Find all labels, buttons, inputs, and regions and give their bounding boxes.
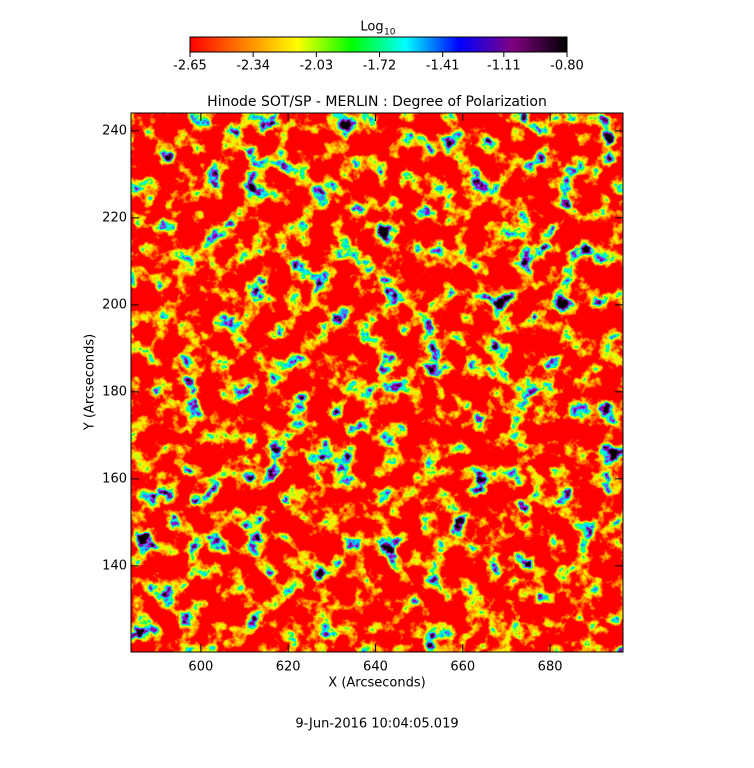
footer: 9-Jun-2016 10:04:05.019 xyxy=(295,717,458,732)
x-tick-label: 680 xyxy=(538,660,563,675)
x-tick-label: 640 xyxy=(363,660,388,675)
colorbar-tick-label: -2.34 xyxy=(236,59,270,74)
x-tick-label: 600 xyxy=(188,660,213,675)
chart-title: Hinode SOT/SP - MERLIN : Degree of Polar… xyxy=(207,94,547,110)
colorbar xyxy=(189,36,568,53)
x-tick-label: 660 xyxy=(450,660,475,675)
colorbar-tick-label: -2.65 xyxy=(173,59,207,74)
y-tick-label: 160 xyxy=(102,471,127,486)
y-tick-label: 180 xyxy=(102,384,127,399)
y-tick-label: 140 xyxy=(102,558,127,573)
plot-frame xyxy=(130,112,624,653)
polarization-map xyxy=(131,113,623,652)
colorbar-tick-label: -2.03 xyxy=(300,59,334,74)
colorbar-tick-label: -1.41 xyxy=(426,59,460,74)
y-tick-label: 200 xyxy=(102,297,127,312)
x-tick-label: 620 xyxy=(276,660,301,675)
y-tick-label: 240 xyxy=(102,123,127,138)
x-axis-label: X (Arcseconds) xyxy=(328,676,425,691)
y-tick-label: 220 xyxy=(102,210,127,225)
colorbar-label-subscript: 10 xyxy=(384,28,396,38)
colorbar-label: Log xyxy=(360,20,383,35)
y-axis-label: Y (Arcseconds) xyxy=(83,334,98,431)
field-image xyxy=(131,113,623,652)
colorbar-tick-label: -1.11 xyxy=(487,59,521,74)
colorbar-tick-label: -0.80 xyxy=(550,59,584,74)
colorbar-tick-label: -1.72 xyxy=(363,59,397,74)
